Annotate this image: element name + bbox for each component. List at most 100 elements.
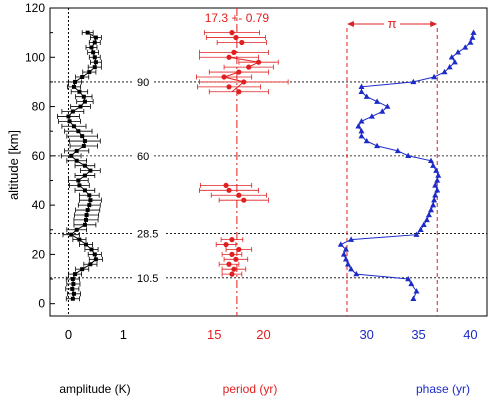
period-point [226, 187, 232, 193]
y-tick-label: 60 [32, 149, 46, 163]
phase-point [358, 118, 365, 124]
phase-x-axis-label: phase (yr) [416, 382, 470, 396]
y-axis-label: altitude [km] [6, 130, 21, 200]
phase-point [425, 211, 432, 218]
period-mean-label: 17.3 +- 0.79 [205, 11, 270, 25]
amplitude-point [74, 227, 79, 232]
period-point [226, 261, 232, 267]
phase-panel: 30 35 40 phase (yr) π [337, 14, 478, 396]
pi-label-bg [384, 14, 401, 29]
amplitude-point [80, 74, 85, 79]
amplitude-point [92, 55, 97, 60]
amplitude-point [82, 99, 87, 104]
phase-point [355, 123, 362, 129]
amplitude-point [91, 50, 96, 55]
period-point [246, 64, 252, 70]
amplitude-point [89, 247, 94, 252]
phase-point [342, 256, 349, 262]
pi-label: π [388, 16, 397, 31]
amplitude-point [70, 296, 75, 301]
amplitude-point [88, 198, 93, 203]
y-tick-label: 80 [32, 100, 46, 114]
amplitude-panel: 0 1 amplitude (K) [57, 8, 131, 396]
phase-point [451, 59, 458, 65]
phase-point [433, 167, 440, 173]
period-point [255, 59, 262, 65]
phase-point [408, 280, 415, 287]
reference-label-bg [134, 74, 153, 88]
period-point [221, 74, 227, 80]
amplitude-x-axis-label: amplitude (K) [59, 382, 130, 396]
phase-point [430, 162, 437, 168]
phase-point [342, 246, 349, 252]
amplitude-point [73, 79, 78, 84]
phase-point [432, 182, 439, 188]
phase-point [435, 172, 442, 178]
phase-point [431, 196, 438, 203]
phase-point [423, 216, 430, 223]
pi-arrow-head-left [346, 21, 354, 28]
amplitude-point [77, 89, 82, 94]
amplitude-x-tick-label: 1 [120, 327, 127, 342]
amplitude-point [82, 173, 87, 178]
amplitude-point [87, 193, 92, 198]
amplitude-point [88, 262, 93, 267]
period-point [223, 241, 229, 248]
amplitude-x-tick-label: 0 [65, 327, 72, 342]
reference-label-bg [134, 226, 166, 240]
phase-point [428, 157, 435, 163]
amplitude-point [66, 114, 71, 119]
y-tick-label: 20 [32, 247, 46, 261]
amplitude-point [73, 272, 78, 277]
amplitude-point [92, 65, 97, 70]
phase-point [410, 295, 417, 301]
phase-point [384, 103, 391, 109]
reference-altitude-label: 60 [137, 151, 149, 163]
period-point [229, 237, 235, 243]
phase-point [413, 231, 420, 237]
amplitude-point [67, 119, 72, 124]
amplitude-point [82, 222, 87, 227]
period-point [226, 54, 232, 60]
amplitude-point [82, 163, 87, 168]
period-point [239, 39, 245, 46]
phase-point [470, 29, 477, 35]
period-point [231, 266, 237, 272]
period-point [226, 84, 232, 90]
amplitude-point [71, 291, 76, 296]
phase-point [446, 63, 453, 70]
amplitude-point [88, 168, 93, 173]
amplitude-point [92, 40, 97, 45]
phase-point [454, 49, 461, 55]
pi-arrow-head-right [430, 21, 438, 28]
amplitude-point [77, 237, 82, 242]
phase-point [345, 261, 352, 267]
phase-point [374, 142, 381, 149]
period-x-tick-label: 20 [256, 327, 270, 342]
phase-point [432, 192, 439, 198]
reference-altitude-label: 28.5 [137, 228, 158, 240]
phase-point [405, 275, 412, 282]
amplitude-point [82, 139, 87, 144]
period-point [229, 271, 235, 277]
period-point [231, 49, 237, 55]
phase-point [467, 39, 474, 45]
amplitude-point [69, 232, 74, 237]
phase-point [363, 137, 370, 144]
phase-point [348, 265, 355, 272]
amplitude-point [84, 242, 89, 247]
amplitude-point [76, 129, 81, 134]
phase-point [413, 288, 420, 294]
amplitude-point [71, 124, 76, 129]
plot-border [49, 7, 488, 317]
y-tick-label: 100 [25, 50, 45, 64]
phase-point [379, 108, 386, 114]
amplitude-point [85, 208, 90, 213]
phase-point [405, 152, 412, 159]
period-point [233, 256, 239, 262]
phase-point [431, 73, 438, 80]
phase-point [462, 44, 469, 50]
period-point [241, 197, 247, 203]
amplitude-point [84, 212, 89, 217]
